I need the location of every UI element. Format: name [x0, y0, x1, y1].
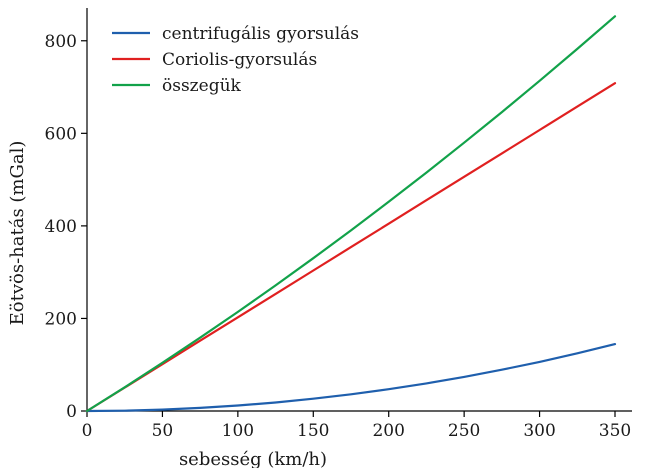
legend-label-3: összegük — [162, 76, 242, 96]
legend-label-2: Coriolis-gyorsulás — [162, 50, 317, 70]
ticks: 0 50 100 150 200 250 300 350 0 200 400 600 800 — [45, 32, 632, 441]
x-axis-label: sebesség (km/h) — [179, 449, 327, 468]
y-axis-label: Eötvös-hatás (mGal) — [7, 141, 28, 326]
y-tick-label: 800 — [45, 32, 77, 52]
series-group — [85, 15, 617, 413]
axes — [86, 8, 632, 412]
x-tick-label: 0 — [82, 421, 93, 441]
y-tick-label: 200 — [45, 309, 77, 329]
x-tick-label: 250 — [448, 421, 480, 441]
y-tick-label: 600 — [45, 124, 77, 144]
legend-label-1: centrifugális gyorsulás — [162, 24, 359, 44]
x-tick-label: 200 — [372, 421, 404, 441]
series-line-2 — [85, 82, 617, 413]
x-tick-label: 100 — [222, 421, 254, 441]
legend: centrifugális gyorsulás Coriolis-gyorsulá… — [112, 24, 359, 96]
x-tick-label: 300 — [523, 421, 555, 441]
y-tick-label: 400 — [45, 217, 77, 237]
x-tick-label: 50 — [152, 421, 174, 441]
series-line-1 — [85, 343, 617, 413]
x-tick-label: 350 — [599, 421, 631, 441]
x-tick-label: 150 — [297, 421, 329, 441]
y-tick-label: 0 — [66, 402, 77, 422]
series-line-3 — [85, 15, 617, 413]
